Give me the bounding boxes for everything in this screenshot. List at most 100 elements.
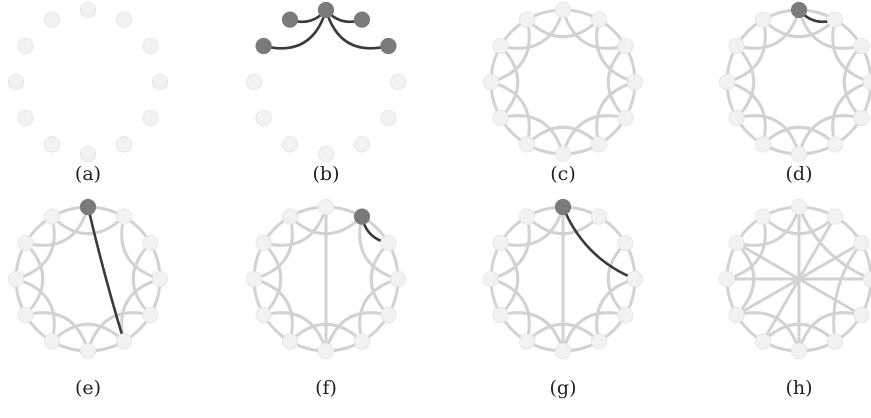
- gray-edge: [288, 322, 364, 343]
- node: [115, 333, 133, 350]
- node: [482, 270, 500, 288]
- gray-edge: [358, 215, 400, 281]
- node: [853, 234, 870, 252]
- gray-edge: [561, 114, 627, 156]
- node: [492, 109, 509, 127]
- gray-edge: [14, 277, 56, 343]
- node: [718, 270, 736, 288]
- node: [492, 234, 509, 252]
- panel-b: [245, 1, 407, 163]
- panel-e: [7, 198, 169, 360]
- gray-edge: [735, 8, 801, 50]
- node: [826, 11, 844, 28]
- node: [590, 208, 608, 225]
- node: [17, 306, 34, 324]
- node: [790, 145, 808, 163]
- gray-edge: [525, 125, 601, 146]
- node: [115, 11, 133, 28]
- node: [853, 306, 870, 324]
- highlighted-node: [353, 208, 371, 225]
- node: [380, 234, 397, 252]
- node: [482, 73, 500, 91]
- gray-edge: [797, 311, 863, 353]
- node: [17, 109, 34, 127]
- node: [43, 136, 61, 153]
- node: [281, 333, 299, 350]
- node: [728, 306, 745, 324]
- node: [728, 109, 745, 127]
- highlighted-node: [554, 198, 572, 216]
- gray-edge: [288, 215, 364, 236]
- node: [380, 306, 397, 324]
- node: [151, 73, 169, 91]
- node: [754, 208, 772, 225]
- ring-edges: [725, 8, 871, 156]
- node: [389, 73, 407, 91]
- gray-edge: [735, 205, 801, 247]
- panel-h: [718, 198, 871, 360]
- node: [317, 145, 335, 163]
- gray-edge: [499, 241, 520, 317]
- node: [554, 1, 572, 19]
- gray-edge: [761, 125, 837, 146]
- node: [79, 1, 97, 19]
- panel-label-b: (b): [312, 163, 340, 185]
- node: [317, 342, 335, 360]
- node: [554, 145, 572, 163]
- highlighted-node: [790, 1, 808, 19]
- node: [518, 11, 536, 28]
- gray-edge: [499, 44, 520, 120]
- gray-edge: [14, 215, 56, 281]
- gray-edge: [24, 241, 45, 317]
- gray-edge: [489, 215, 531, 281]
- node: [853, 37, 870, 55]
- highlighted-node: [380, 37, 397, 55]
- node: [79, 145, 97, 163]
- node: [380, 109, 397, 127]
- node: [142, 109, 159, 127]
- node: [590, 333, 608, 350]
- node: [754, 333, 772, 350]
- gray-edge: [761, 18, 837, 39]
- panel-c: [482, 1, 644, 163]
- gray-edge: [735, 44, 756, 120]
- gray-edge: [831, 18, 871, 84]
- node: [626, 270, 644, 288]
- highlighted-edge: [561, 205, 637, 281]
- node: [617, 234, 634, 252]
- highlighted-node: [353, 11, 371, 28]
- ring-edges: [14, 205, 162, 353]
- panel-g: [482, 198, 644, 360]
- gray-edge: [525, 215, 601, 236]
- highlighted-node: [79, 198, 97, 216]
- gray-edge: [735, 241, 863, 317]
- node: [728, 234, 745, 252]
- node: [826, 136, 844, 153]
- node: [790, 342, 808, 360]
- gray-edge: [725, 80, 767, 146]
- node: [353, 136, 371, 153]
- node: [281, 136, 299, 153]
- gray-edge: [489, 18, 531, 84]
- gray-edge: [262, 241, 283, 317]
- node: [862, 73, 871, 91]
- gray-edge: [725, 18, 767, 84]
- gray-edge: [525, 18, 601, 39]
- gray-edge: [831, 80, 871, 146]
- gray-edge: [725, 215, 767, 281]
- gray-edge: [525, 322, 601, 343]
- gray-edge: [358, 277, 400, 343]
- node: [590, 136, 608, 153]
- gray-edge: [595, 80, 637, 146]
- node: [43, 11, 61, 28]
- gray-edge: [499, 114, 565, 156]
- gray-edge: [489, 277, 531, 343]
- node: [142, 37, 159, 55]
- node: [7, 73, 25, 91]
- node: [79, 342, 97, 360]
- node: [617, 306, 634, 324]
- node: [17, 234, 34, 252]
- gray-edge: [595, 18, 637, 84]
- gray-edge: [761, 322, 837, 343]
